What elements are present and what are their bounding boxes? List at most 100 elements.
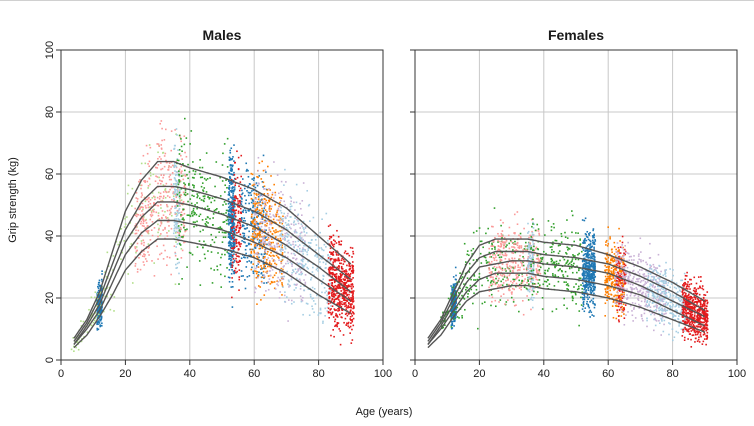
data-point (290, 236, 293, 239)
data-point (452, 317, 455, 320)
data-point (347, 306, 349, 309)
data-point (513, 267, 516, 269)
data-point (303, 228, 305, 231)
data-point (206, 205, 209, 208)
data-point (501, 267, 504, 270)
data-point (227, 206, 230, 209)
data-point (298, 267, 301, 270)
data-point (512, 278, 515, 281)
data-point (242, 232, 244, 235)
data-point (238, 229, 240, 232)
data-point (308, 314, 311, 317)
data-point (139, 214, 142, 216)
data-point (344, 313, 347, 316)
data-point (307, 267, 309, 270)
data-point (584, 265, 587, 267)
data-point (254, 243, 257, 246)
data-point (332, 293, 335, 296)
data-point (536, 272, 538, 274)
data-point (253, 192, 256, 195)
data-point (344, 260, 346, 263)
data-point (500, 244, 503, 247)
data-point (345, 270, 348, 273)
data-point (174, 213, 177, 215)
data-point (157, 214, 160, 217)
data-point (247, 236, 250, 238)
data-point (149, 183, 151, 186)
data-point (237, 231, 240, 233)
data-point (129, 222, 132, 224)
data-point (163, 155, 166, 157)
data-point (475, 230, 478, 232)
data-point (263, 193, 266, 195)
data-point (590, 277, 593, 280)
data-point (99, 304, 102, 306)
data-point (239, 203, 242, 205)
data-point (101, 288, 103, 290)
data-point (150, 215, 153, 218)
data-point (233, 244, 236, 246)
data-point (351, 283, 354, 285)
data-point (276, 209, 279, 212)
data-point (164, 210, 166, 213)
data-point (332, 285, 335, 288)
data-point (285, 227, 288, 229)
data-point (238, 276, 241, 278)
data-point (318, 258, 321, 261)
data-point (342, 263, 345, 265)
data-point (146, 152, 149, 155)
data-point (270, 216, 272, 218)
data-point (337, 302, 339, 304)
data-point (174, 211, 177, 214)
data-point (281, 285, 284, 288)
data-point (168, 190, 170, 193)
data-point (462, 297, 465, 299)
data-point (529, 246, 532, 249)
data-point (495, 305, 497, 308)
data-point (337, 259, 340, 262)
data-point (495, 277, 497, 280)
data-point (202, 246, 204, 249)
data-point (238, 185, 240, 188)
data-point (248, 183, 251, 185)
data-point (229, 181, 231, 184)
data-point (174, 129, 176, 131)
data-point (583, 291, 586, 294)
data-point (274, 215, 276, 218)
data-point (219, 263, 222, 266)
data-point (500, 259, 503, 262)
data-point (241, 198, 243, 200)
data-point (573, 240, 575, 243)
data-point (147, 230, 150, 232)
data-point (232, 258, 235, 260)
data-point (264, 225, 267, 228)
data-point (327, 293, 330, 295)
data-point (517, 269, 520, 271)
data-point (270, 196, 273, 199)
x-tick-label: 80 (312, 368, 324, 380)
data-point (217, 211, 220, 213)
data-point (149, 209, 151, 212)
data-point (330, 334, 332, 337)
data-point (183, 212, 186, 215)
data-point (259, 222, 262, 224)
data-point (233, 188, 236, 190)
data-point (284, 168, 286, 171)
data-point (280, 199, 282, 202)
data-point (352, 252, 355, 255)
data-point (156, 167, 158, 169)
data-point (203, 177, 206, 180)
data-point (161, 210, 164, 212)
data-point (207, 222, 209, 224)
data-point (342, 270, 344, 273)
data-point (239, 201, 241, 204)
data-point (332, 245, 335, 248)
data-point (137, 213, 140, 216)
data-point (350, 322, 352, 324)
data-point (178, 272, 180, 275)
data-point (230, 264, 232, 267)
data-point (160, 252, 163, 255)
data-point (586, 274, 589, 277)
data-point (263, 244, 266, 247)
data-point (350, 305, 352, 307)
